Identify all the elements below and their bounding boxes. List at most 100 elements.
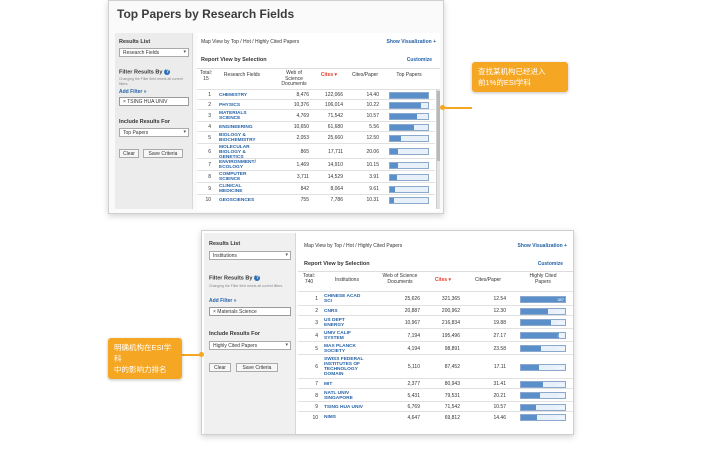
documents-header[interactable]: Web of Science Documents xyxy=(382,273,418,285)
field-name-link[interactable]: CHEMISTRY xyxy=(219,92,248,98)
highly-cited-bar[interactable]: 226 xyxy=(520,307,566,315)
bar-fill xyxy=(390,113,418,119)
highly-cited-bar[interactable]: 149 xyxy=(520,363,566,371)
cites-per-paper-cell: 19.88 xyxy=(493,319,506,326)
cites-cell: 14,910 xyxy=(327,162,343,168)
field-name-link[interactable]: MATERIALS SCIENCE xyxy=(219,111,247,121)
chevron-down-icon: ▾ xyxy=(183,49,186,55)
connector-dot xyxy=(199,352,204,357)
institution-name-link[interactable]: CNRS xyxy=(324,308,338,314)
results-list-select[interactable]: Institutions ▾ xyxy=(209,251,291,260)
documents-cell: 25,626 xyxy=(404,296,420,302)
highly-cited-header[interactable]: Highly Cited Papers xyxy=(529,273,557,285)
top-papers-bar[interactable] xyxy=(389,161,429,169)
cites-per-paper-cell: 9.61 xyxy=(369,186,379,192)
field-name-link[interactable]: GEOSCIENCES xyxy=(219,197,255,203)
rank-cell: 8 xyxy=(315,392,318,399)
field-name-link[interactable]: COMPUTER SCIENCE xyxy=(219,172,247,182)
add-filter-link[interactable]: Add Filter » xyxy=(209,298,237,304)
highly-cited-bar[interactable]: 134 xyxy=(520,403,566,411)
institution-name-link[interactable]: TSING HUA UNIV xyxy=(324,404,363,410)
top-papers-bar[interactable] xyxy=(389,91,429,99)
top-papers-bar[interactable] xyxy=(389,112,429,120)
highly-cited-bar[interactable]: 166 xyxy=(520,392,566,399)
field-name-link[interactable]: ENGINEERING xyxy=(219,124,253,130)
highly-cited-bar[interactable]: 194 xyxy=(520,380,566,388)
institution-name-link[interactable]: NIMS xyxy=(324,415,336,420)
field-name-link[interactable]: PHYSICS xyxy=(219,102,241,108)
highly-cited-bar[interactable]: 176 xyxy=(520,345,566,352)
clear-button[interactable]: Clear xyxy=(119,149,139,158)
plus-icon: + xyxy=(564,243,567,249)
top-papers-header[interactable]: Top Papers xyxy=(396,72,422,78)
rank-cell: 3 xyxy=(208,113,211,119)
results-list-select[interactable]: Research Fields ▾ xyxy=(119,48,189,57)
clear-button[interactable]: Clear xyxy=(209,363,231,372)
include-results-label: Include Results For xyxy=(209,331,261,337)
highly-cited-bar[interactable]: 142 xyxy=(520,414,566,421)
filter-chip[interactable]: × Materials Science xyxy=(209,307,291,316)
field-name-link[interactable]: BIOLOGY & BIOCHEMISTRY xyxy=(219,133,256,143)
report-view-label: Report View by Selection xyxy=(201,57,267,63)
table-row: 4 ENGINEERING 10,650 61,680 5.56 xyxy=(197,121,435,131)
include-results-select[interactable]: Highly Cited Papers ▾ xyxy=(209,341,291,350)
name-header[interactable]: Institutions xyxy=(335,277,359,283)
field-name-link[interactable]: CLINICAL MEDICINE xyxy=(219,184,243,194)
cites-header[interactable]: Cites ▾ xyxy=(434,277,452,283)
scrollbar[interactable] xyxy=(436,89,440,209)
institution-name-link[interactable]: NATL UNIV SINGAPORE xyxy=(324,390,353,401)
help-icon[interactable]: ? xyxy=(254,275,261,281)
cites-per-paper-header[interactable]: Cites/Paper xyxy=(351,72,379,78)
cites-header[interactable]: Cites ▾ xyxy=(320,72,338,78)
add-filter-link[interactable]: Add Filter » xyxy=(119,89,147,95)
highly-cited-bar[interactable]: 256 xyxy=(520,319,566,326)
institution-name-link[interactable]: US DEPT ENERGY xyxy=(324,317,345,328)
filter-chip[interactable]: × TSING HUA UNIV xyxy=(119,97,189,106)
documents-cell: 842 xyxy=(300,186,309,192)
rank-cell: 4 xyxy=(208,124,211,130)
save-criteria-button[interactable]: Save Criteria xyxy=(143,149,183,158)
top-papers-bar[interactable] xyxy=(389,173,429,181)
rank-cell: 1 xyxy=(208,92,211,98)
cites-per-paper-header[interactable]: Cites/Paper xyxy=(474,277,502,283)
bar-value: 176 xyxy=(557,346,564,351)
highly-cited-bar[interactable]: 387 xyxy=(520,295,566,303)
bar-value: 327 xyxy=(557,333,564,338)
institution-name-link[interactable]: SWISS FEDERAL INSTITUTES OF TECHNOLOGY D… xyxy=(324,357,364,377)
top-papers-bar[interactable] xyxy=(389,185,429,193)
institution-name-link[interactable]: MAX PLANCK SOCIETY xyxy=(324,343,356,354)
cites-per-paper-cell: 27.17 xyxy=(493,332,506,339)
breadcrumb: Map View by Top / Hot / Highly Cited Pap… xyxy=(304,243,403,249)
top-papers-bar[interactable] xyxy=(389,196,429,204)
bar-fill xyxy=(390,135,402,141)
table-row: 6 SWISS FEDERAL INSTITUTES OF TECHNOLOGY … xyxy=(298,354,573,378)
field-name-link[interactable]: ENVIRONMENT/ ECOLOGY xyxy=(219,160,256,170)
cites-cell: 7,786 xyxy=(330,197,343,203)
top-papers-bar[interactable] xyxy=(389,148,429,155)
top-papers-bar[interactable] xyxy=(389,123,429,131)
table-row: 8 COMPUTER SCIENCE 3,711 14,529 3.91 xyxy=(197,170,435,182)
documents-header[interactable]: Web of Science Documents xyxy=(281,70,307,87)
documents-cell: 3,711 xyxy=(296,174,309,180)
top-papers-bar[interactable] xyxy=(389,101,429,109)
show-visualization-link[interactable]: Show Visualization + xyxy=(517,243,567,249)
highly-cited-bar[interactable]: 327 xyxy=(520,332,566,339)
documents-cell: 7,194 xyxy=(407,332,420,339)
institution-name-link[interactable]: CHINESE ACAD SCI xyxy=(324,294,361,304)
top-papers-bar[interactable] xyxy=(389,134,429,142)
include-results-select[interactable]: Top Papers ▾ xyxy=(119,128,189,137)
institution-name-link[interactable]: MIT xyxy=(324,381,333,387)
show-visualization-link[interactable]: Show Visualization + xyxy=(386,39,436,45)
customize-link[interactable]: Customize xyxy=(406,57,432,63)
save-criteria-button[interactable]: Save Criteria xyxy=(236,363,278,372)
help-icon[interactable]: ? xyxy=(164,69,171,75)
field-name-link[interactable]: MOLECULAR BIOLOGY & GENETICS xyxy=(219,145,250,160)
bar-fill xyxy=(390,124,414,130)
institution-name-link[interactable]: UNIV CALIF SYSTEM xyxy=(324,330,351,341)
rank-cell: 8 xyxy=(208,174,211,180)
customize-link[interactable]: Customize xyxy=(537,261,563,267)
cites-per-paper-cell: 17.11 xyxy=(493,364,506,370)
name-header[interactable]: Research Fields xyxy=(223,72,261,78)
cites-per-paper-cell: 10.57 xyxy=(493,404,506,410)
cites-cell: 61,680 xyxy=(327,124,343,130)
